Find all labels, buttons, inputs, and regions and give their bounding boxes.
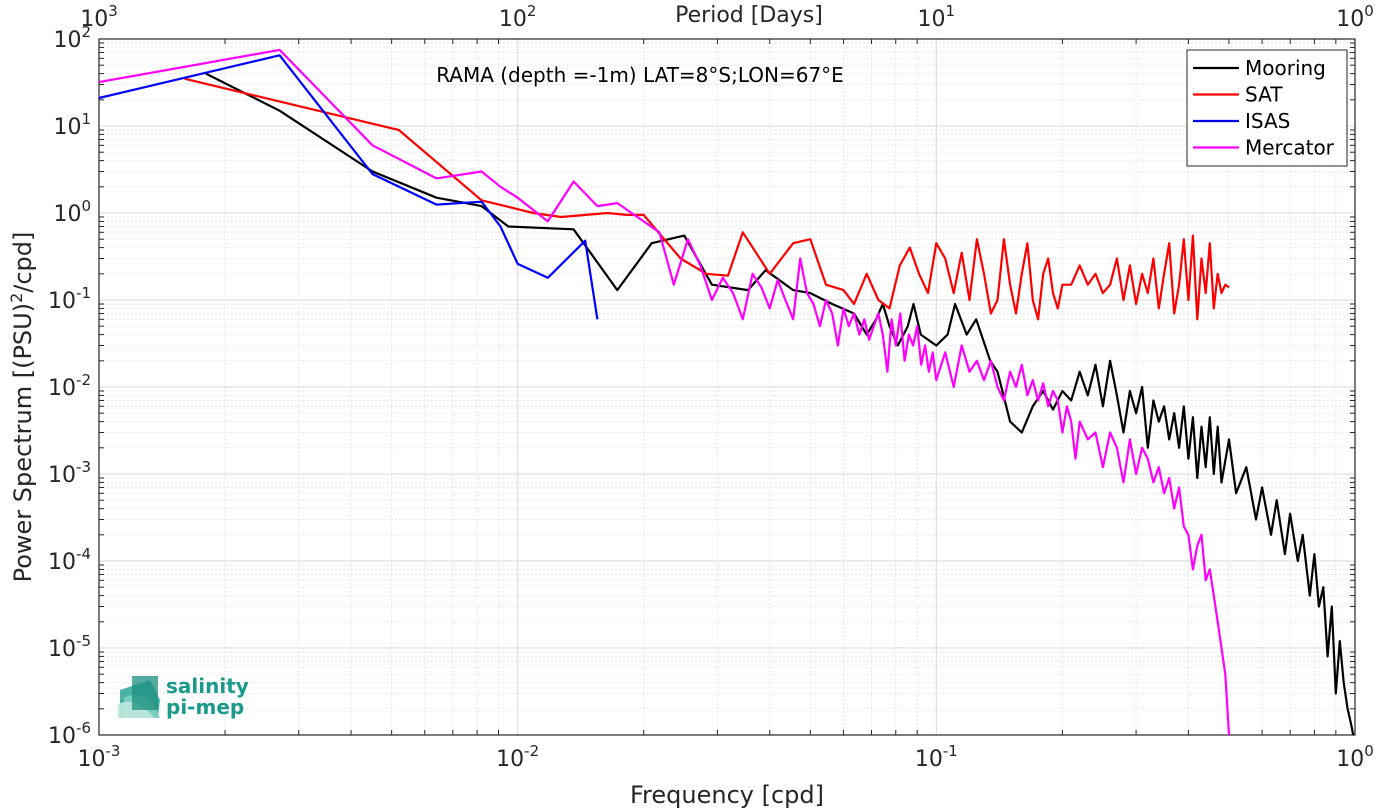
y-tick-label: 100 xyxy=(53,197,91,227)
top-tick-label: 102 xyxy=(499,2,537,32)
y-axis-label-tail: /cpd] xyxy=(9,232,37,293)
legend-label-mercator: Mercator xyxy=(1245,136,1335,160)
logo-text-salinity: salinity xyxy=(166,674,249,698)
y-tick-label: 10-2 xyxy=(48,371,91,401)
y-axis-label-superscript: 2 xyxy=(7,293,26,303)
y-tick-label: 10-6 xyxy=(48,719,91,749)
y-tick-label: 10-4 xyxy=(48,545,91,575)
y-tick-label: 101 xyxy=(53,110,91,140)
x-tick-label: 10-1 xyxy=(915,742,958,772)
x-tick-label: 10-2 xyxy=(496,742,539,772)
top-axis-label: Period [Days] xyxy=(675,3,823,28)
y-tick-label: 10-1 xyxy=(48,284,91,314)
top-tick-label: 100 xyxy=(1336,2,1374,32)
series-line-isas xyxy=(98,54,599,320)
plot-area-frame xyxy=(98,38,1356,736)
y-tick-label: 10-3 xyxy=(48,458,91,488)
legend-label-sat: SAT xyxy=(1245,83,1283,107)
series-layer xyxy=(98,48,1355,736)
top-tick-label: 103 xyxy=(80,2,118,32)
series-line-mercator xyxy=(98,48,1231,736)
x-axis-label: Frequency [cpd] xyxy=(630,781,824,809)
top-tick-label: 101 xyxy=(918,2,956,32)
y-tick-label: 10-5 xyxy=(48,632,91,662)
legend-label-mooring: Mooring xyxy=(1245,56,1326,80)
y-axis-label-main: Power Spectrum [(PSU) xyxy=(9,303,37,582)
salinity-pi-mep-logo: salinity pi-mep xyxy=(118,674,249,719)
chart-annotation: RAMA (depth =-1m) LAT=8°S;LON=67°E xyxy=(436,63,844,87)
minor-ticks xyxy=(99,39,1355,735)
legend-label-isas: ISAS xyxy=(1245,109,1290,133)
x-tick-label: 100 xyxy=(1336,742,1374,772)
logo-text-pi-mep: pi-mep xyxy=(166,695,244,719)
series-line-sat xyxy=(184,77,1230,321)
logo-waves-icon xyxy=(118,676,160,718)
x-tick-label: 10-3 xyxy=(78,742,121,772)
y-tick-label: 102 xyxy=(53,23,91,53)
y-axis-label: Power Spectrum [(PSU)2/cpd] xyxy=(7,232,37,583)
